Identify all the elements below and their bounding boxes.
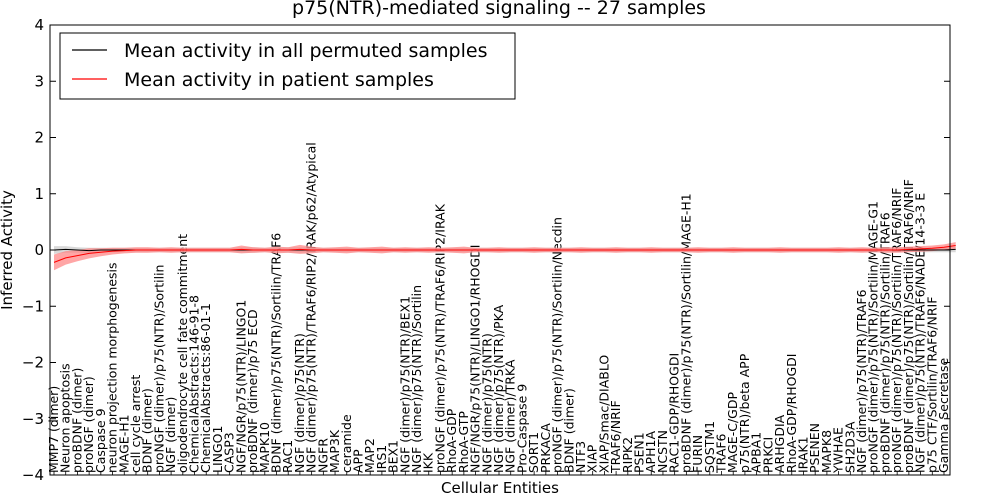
x-tick-label: proNGF (dimer)/p75(NTR)/Sortilin <box>151 265 166 473</box>
x-tick-label: NTF3 <box>573 441 588 473</box>
x-tick-label: MAPK8 <box>819 430 834 473</box>
patient-line <box>53 245 956 263</box>
y-tick-label: 1 <box>34 185 44 203</box>
y-tick-label: −1 <box>22 297 44 315</box>
x-tick-label: RhoA-GDP/RHOGDI <box>784 354 799 473</box>
x-tick-label: NGF (dimer) <box>163 397 178 473</box>
x-tick-label: NGF/NGR/p75(NTR)/LINGO1/RHOGDI <box>468 245 483 473</box>
x-tick-label: NGF (dimer)/TRKA <box>503 359 518 473</box>
x-tick-label: proNGF (dimer)/p75(NTR)/Sortilin/TRAF6/N… <box>889 188 904 473</box>
x-tick-label: RAC1-GDP/RHOGDI <box>667 353 682 473</box>
patient-band <box>54 242 956 271</box>
x-tick-label: proBDNF (dimer)/p75 ECD <box>245 309 260 473</box>
x-tick-label: MAGE-H1 <box>116 414 131 473</box>
x-tick-label: NGF/NGR/p75(NTR)/LINGO1 <box>233 300 248 473</box>
x-tick-label: RIPK2 <box>620 437 635 473</box>
x-axis-label: Cellular Entities <box>441 479 559 497</box>
chart-title: p75(NTR)-mediated signaling -- 27 sample… <box>292 0 706 19</box>
x-tick-label: PSENEN <box>807 423 822 473</box>
x-tick-label: BEX1 <box>386 440 401 473</box>
x-tick-label: XIAP <box>585 444 600 473</box>
legend-box <box>59 32 516 100</box>
y-tick-label: −3 <box>22 410 44 428</box>
x-tick-label: FURIN <box>690 435 705 473</box>
x-tick-label: IKK <box>421 452 436 473</box>
x-tick-label: XIAP/Smac/DIABLO <box>596 355 611 473</box>
x-tick-label: Pro-Caspase 9 <box>514 384 529 473</box>
series-lines <box>53 245 956 263</box>
x-tick-label: SQSTM1 <box>702 421 717 473</box>
legend: Mean activity in all permuted samples Me… <box>59 32 516 100</box>
x-tick-label: proNGF (dimer)/p75(NTR)/Sortilin/MAGE-G1 <box>866 201 881 473</box>
x-tick-label: proBDNF (dimer)/p75(NTR)/Sortilin/TRAF6/… <box>901 179 916 473</box>
x-tick-label: ChemicalAbstracts:146-91-8 <box>187 295 202 473</box>
x-tick-label: cell cycle arrest <box>128 375 143 473</box>
x-tick-label: RhoA-GTP <box>456 411 471 473</box>
x-tick-label: BDNF (dimer)/p75(NTR)/Sortilin/TRAF6 <box>269 233 284 473</box>
x-tick-label: NCSTN <box>655 430 670 473</box>
x-tick-label: NGF (dimer)/p75(NTR)/PKA <box>491 304 506 473</box>
x-tick-label: Neuron apoptosis <box>58 363 73 473</box>
x-tick-label: MAPK10 <box>257 422 272 473</box>
x-tick-label: IRAK1 <box>796 436 811 473</box>
y-tick-label: −2 <box>22 354 44 372</box>
x-tick-label: NGF (dimer)/p75(NTR) <box>479 333 494 473</box>
x-tick-label: LINGO1 <box>210 426 225 473</box>
x-tick-label: NGF (dimer)/p75(NTR)/TRAF6/NADE/14-3-3 E <box>913 193 928 473</box>
x-tick-label: MAGE-C/GDP <box>725 392 740 473</box>
x-tick-label: CASP3 <box>222 432 237 473</box>
y-tick-label: −4 <box>22 466 44 484</box>
x-tick-label: RhoA-GDP <box>444 408 459 473</box>
y-tick-label: 0 <box>34 241 44 259</box>
x-tick-label: proBDNF (dimer) <box>69 368 84 473</box>
x-tick-label: BDNF (dimer) <box>140 388 155 473</box>
x-tick-label: p75 CTF/Sortilin/TRAF6/NRIF <box>924 297 939 473</box>
y-tick-label: 3 <box>34 72 44 90</box>
x-tick-label: ceramide <box>339 414 354 473</box>
legend-label-patient: Mean activity in patient samples <box>124 69 434 91</box>
x-tick-label: p75(NTR)/beta APP <box>737 353 752 473</box>
x-tick-label: neuron projection morphogenesis <box>105 262 120 473</box>
x-tick-label: MAP2 <box>362 438 377 473</box>
x-tick-label: Caspase 9 <box>93 408 108 473</box>
x-tick-label: APP <box>351 449 366 473</box>
x-tick-label: oligodendrocyte cell fate commitment <box>175 234 190 473</box>
x-tick-label: proNGF (dimer)/p75(NTR)/TRAF6/RIP2/IRAK <box>432 203 447 473</box>
y-axis-label: Inferred Activity <box>0 190 16 310</box>
x-tick-label: APBA1 <box>749 432 764 473</box>
x-tick-label: TRAF6 <box>714 433 729 474</box>
y-tick-label: 4 <box>34 16 44 34</box>
x-tick-label: NGF (dimer)/p75(NTR)/BEX1 <box>397 296 412 473</box>
x-tick-label: proNGF (dimer)/p75(NTR)/Sortilin/Necdin <box>550 217 565 473</box>
x-tick-label: proBDNF (dimer)/p75(NTR)/Sortilin/MAGE-H… <box>678 193 693 473</box>
x-tick-label: MAP3K <box>327 429 342 473</box>
x-tick-label: proBDNF (dimer)/p75(NTR)/Sortilin/TRAF6 <box>877 212 892 473</box>
x-tick-label: RAC1 <box>280 440 295 473</box>
x-tick-label: Gamma Secretase <box>936 358 951 473</box>
x-tick-label: NGFR <box>315 438 330 473</box>
x-tick-label: proNGF (dimer) <box>81 376 96 473</box>
x-tick-label: SH2D3A <box>842 421 857 473</box>
x-tick-label: BDNF (dimer) <box>561 388 576 473</box>
x-tick-label: NGF (dimer)/p75(NTR)/Sortilin <box>409 285 424 473</box>
legend-label-permuted: Mean activity in all permuted samples <box>124 40 487 62</box>
x-tick-label: ChemicalAbstracts:86-01-1 <box>198 303 213 473</box>
x-tick-label: NGF (dimer)/p75(NTR)/TRAF6 <box>854 289 869 473</box>
x-tick-label: APH1A <box>643 431 658 473</box>
x-tick-label: NGF (dimer)/p75(NTR)/TRAF6/RIP2/IRAK/p62… <box>304 142 319 473</box>
x-tick-label: PRKCI <box>760 437 775 473</box>
x-tick-label: NGF (dimer)/p75(NTR) <box>292 333 307 473</box>
x-tick-label: PRKACA <box>538 423 553 473</box>
x-tick-label: PSEN1 <box>632 432 647 473</box>
x-tick-label: IRS1 <box>374 445 389 473</box>
x-tick-label: TRAF6/NRIF <box>608 400 623 474</box>
x-tick-label: ARHGDIA <box>772 414 787 473</box>
x-tick-label: YWHAE <box>831 427 846 474</box>
x-tick-label: SORT1 <box>526 432 541 473</box>
y-axis-ticks: −4 −3 −2 −1 0 1 2 3 4 <box>22 16 950 484</box>
y-tick-label: 2 <box>34 129 44 147</box>
